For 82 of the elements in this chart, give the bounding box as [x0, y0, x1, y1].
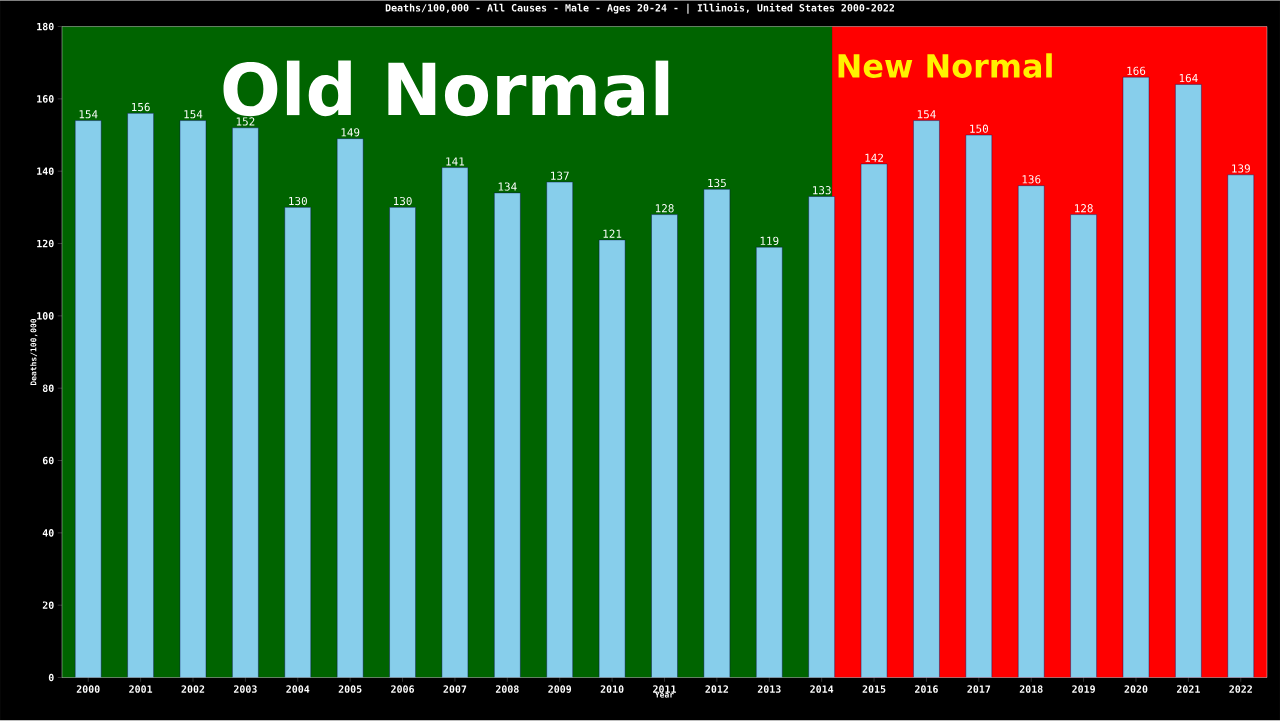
- data-label: 128: [655, 204, 674, 213]
- y-tick-label: 100: [37, 312, 54, 320]
- y-tick-label: 80: [42, 384, 54, 393]
- data-label: 133: [813, 186, 831, 195]
- data-label: 166: [1127, 66, 1146, 76]
- data-label: 156: [132, 103, 150, 112]
- x-tick-label: 2004: [286, 685, 310, 694]
- data-label: 152: [236, 117, 255, 126]
- x-tick-label: 2010: [600, 685, 624, 694]
- data-label: 130: [289, 197, 307, 206]
- x-tick-label: 2013: [757, 685, 781, 694]
- x-tick-label: 2008: [495, 685, 519, 694]
- y-tick-label: 120: [37, 239, 54, 248]
- bar: [441, 167, 469, 678]
- y-tick-label: 60: [42, 456, 54, 465]
- data-label: 119: [760, 236, 779, 246]
- bar: [494, 192, 521, 678]
- bar: [1070, 214, 1097, 678]
- data-label: 135: [708, 179, 726, 188]
- x-tick-label: 2007: [443, 685, 467, 694]
- y-tick-label: 140: [37, 167, 54, 176]
- bar: [1175, 84, 1202, 678]
- bar: [127, 113, 154, 678]
- bar: [651, 214, 678, 678]
- bar: [389, 207, 416, 678]
- band-label: New Normal: [838, 53, 1052, 79]
- x-tick-label: 2005: [338, 685, 362, 694]
- y-tick-label: 20: [42, 601, 54, 610]
- bar: [336, 138, 364, 678]
- data-label: 142: [865, 153, 883, 162]
- bar: [965, 135, 993, 678]
- data-label: 154: [917, 110, 936, 119]
- chart-title: Deaths/100,000 - All Causes - Male - Ages 20-24 - | Illinois, United States 2000-2022: [385, 3, 895, 14]
- band-label: Old Normal: [223, 60, 669, 117]
- data-label: 121: [603, 229, 622, 238]
- bar: [913, 120, 940, 678]
- x-tick-label: 2021: [1176, 685, 1200, 694]
- x-tick-label: 2012: [705, 685, 729, 694]
- bar: [232, 127, 259, 678]
- x-tick-label: 2016: [915, 685, 938, 694]
- bar: [1122, 77, 1150, 678]
- bar: [75, 120, 102, 678]
- bar: [598, 239, 626, 678]
- y-tick-label: 40: [42, 529, 54, 537]
- x-tick-label: 2019: [1072, 685, 1095, 694]
- data-label: 154: [184, 110, 203, 119]
- y-tick-label: 160: [37, 95, 54, 103]
- bar: [1227, 174, 1254, 678]
- x-tick-label: 2001: [129, 685, 153, 694]
- bar: [756, 247, 783, 678]
- x-tick-label: 2017: [967, 685, 991, 694]
- x-tick-label: 2022: [1229, 685, 1252, 694]
- data-label: 164: [1179, 74, 1198, 83]
- data-label: 128: [1075, 204, 1093, 213]
- x-tick-label: 2006: [391, 685, 415, 694]
- x-tick-label: 2002: [181, 685, 205, 694]
- x-tick-label: 2011: [653, 685, 677, 694]
- data-label: 137: [551, 171, 569, 181]
- bar: [546, 182, 573, 678]
- data-label: 134: [498, 182, 517, 191]
- x-tick-label: 2015: [862, 685, 886, 694]
- data-label: 141: [446, 157, 465, 166]
- bar: [284, 207, 311, 678]
- bar: [808, 196, 835, 678]
- bar: [1018, 185, 1045, 678]
- data-label: 150: [970, 124, 989, 134]
- bar: [703, 189, 731, 678]
- x-tick-label: 2014: [810, 685, 834, 694]
- x-tick-label: 2020: [1124, 685, 1148, 694]
- x-tick-label: 2009: [548, 685, 572, 694]
- data-label: 149: [341, 128, 360, 137]
- data-label: 154: [79, 110, 98, 119]
- y-tick-label: 180: [37, 22, 54, 31]
- y-tick-label: 0: [48, 673, 54, 682]
- x-tick-label: 2000: [76, 685, 100, 694]
- bar: [860, 164, 888, 678]
- x-tick-label: 2003: [233, 685, 257, 694]
- data-label: 136: [1022, 175, 1041, 184]
- data-label: 130: [393, 197, 412, 206]
- x-tick-label: 2018: [1019, 685, 1043, 694]
- data-label: 139: [1232, 164, 1250, 173]
- bar: [179, 120, 207, 678]
